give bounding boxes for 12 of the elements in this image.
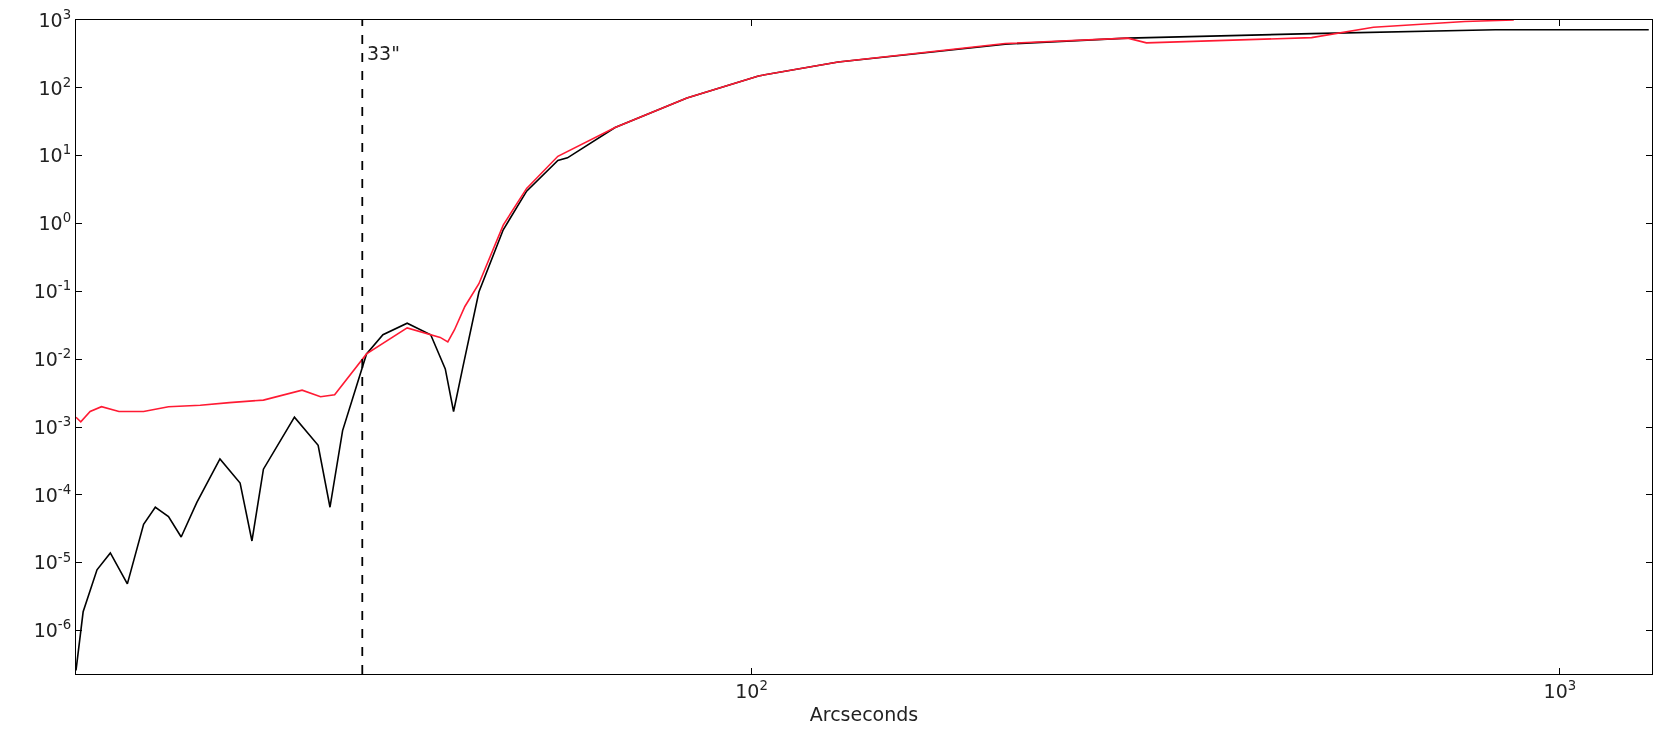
y-tick-label: 10$^{-6}$ [33,617,72,642]
y-tick-label: 10$^{0}$ [38,210,72,235]
y-tick-label: 10$^{-4}$ [33,481,72,506]
y-tick-label: 10$^{-1}$ [33,278,72,303]
y-tick-label: 10$^{-2}$ [33,345,72,370]
ref-line-label: 33" [367,42,400,64]
y-tick-label: 10$^{-5}$ [33,549,72,574]
y-tick-label: 10$^{1}$ [38,142,72,167]
y-tick-label: 10$^{3}$ [38,6,72,31]
x-axis-title: Arcseconds [809,702,919,725]
y-tick-label: 10$^{-3}$ [33,413,72,438]
y-tick-label: 10$^{2}$ [38,74,72,99]
